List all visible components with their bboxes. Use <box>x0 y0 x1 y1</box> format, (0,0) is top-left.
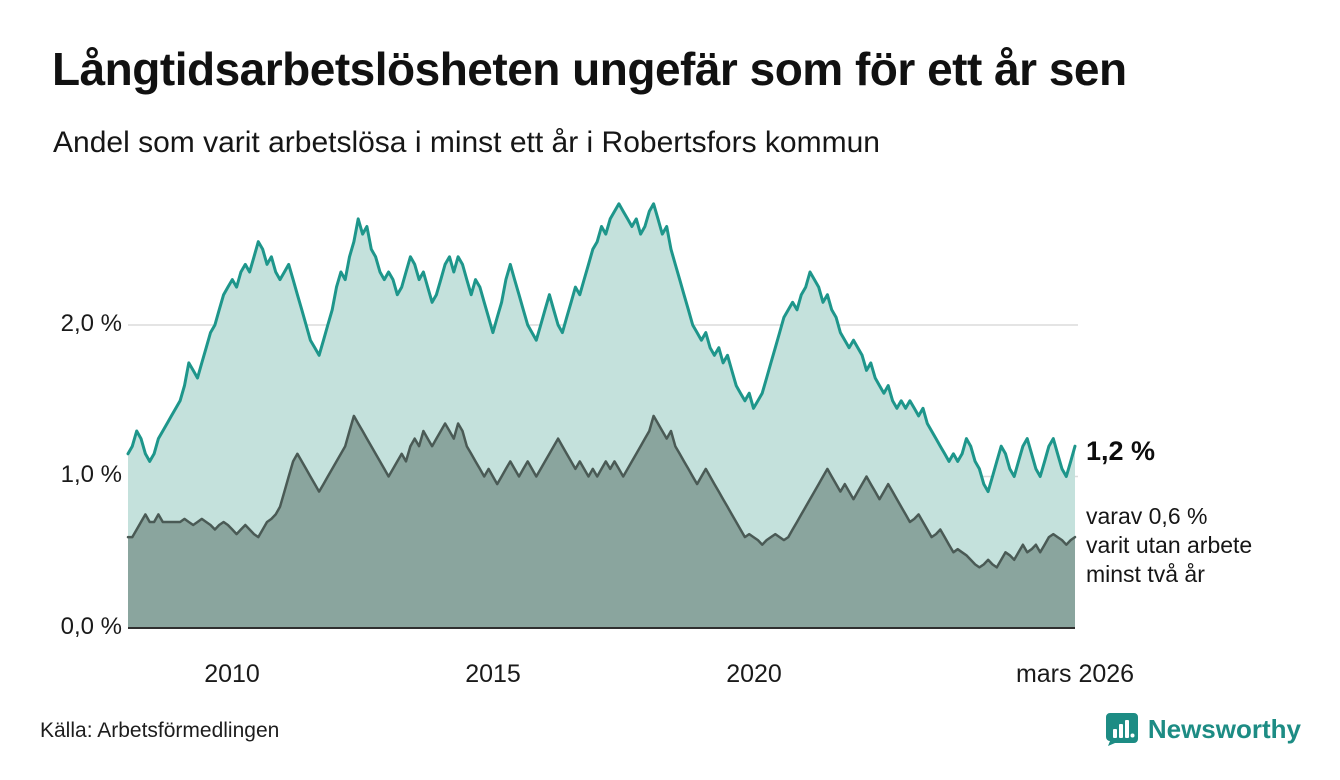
brand-name: Newsworthy <box>1147 713 1301 744</box>
x-axis-label-2015: 2015 <box>465 660 521 688</box>
bar-chart-bubble-icon <box>1105 713 1138 746</box>
latest-value-annotation: 1,2 % <box>1086 436 1156 466</box>
newsworthy-logo: Newsworthy <box>1105 712 1301 746</box>
area-two-years <box>128 415 1075 628</box>
secondary-annotation-line3: minst två år <box>1086 561 1205 588</box>
page-subtitle: Andel som varit arbetslösa i minst ett å… <box>53 126 880 159</box>
x-axis-label-2010: 2010 <box>204 660 260 688</box>
line-total <box>126 202 1077 494</box>
line-two-years <box>126 414 1077 569</box>
y-axis-label-2: 2,0 % <box>60 310 122 337</box>
x-axis-label-mars-2026: mars 2026 <box>1015 660 1135 688</box>
x-axis-label-2020: 2020 <box>726 660 782 688</box>
y-axis-label-1: 1,0 % <box>60 461 122 488</box>
secondary-annotation-line2: varit utan arbete <box>1086 532 1253 559</box>
page-title: Långtidsarbetslösheten ungefär som för e… <box>52 43 1127 95</box>
secondary-annotation: varav 0,6 % varit utan arbete minst två … <box>1086 502 1252 590</box>
secondary-annotation-line1: varav 0,6 % <box>1086 503 1208 529</box>
source-attribution: Källa: Arbetsförmedlingen <box>40 719 280 742</box>
y-axis-label-0: 0,0 % <box>60 613 122 640</box>
